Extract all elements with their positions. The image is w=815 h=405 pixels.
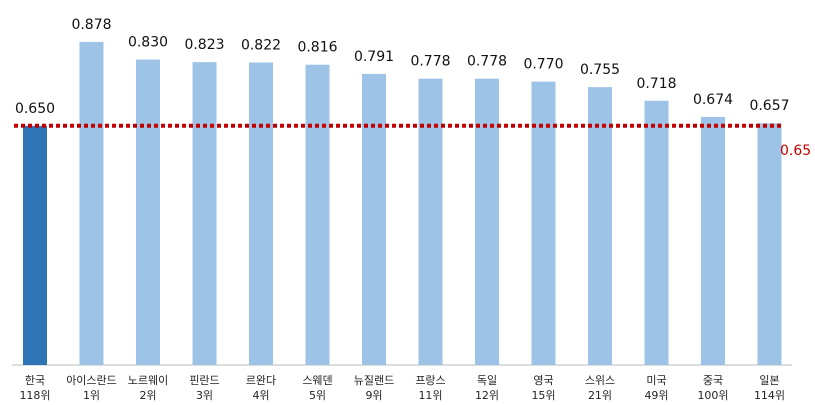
x-tick-label: 4위 — [252, 389, 269, 402]
value-label: 0.674 — [693, 92, 733, 108]
bar — [588, 87, 612, 365]
value-label: 0.755 — [580, 62, 620, 78]
x-tick-label: 2위 — [139, 389, 156, 402]
x-tick-label: 한국 — [25, 374, 45, 387]
value-label: 0.816 — [297, 40, 337, 56]
bar — [362, 73, 386, 366]
x-tick-label: 9위 — [365, 389, 382, 402]
bar — [644, 100, 669, 365]
x-tick-label: 중국 — [703, 374, 723, 387]
x-tick-label: 12위 — [475, 389, 499, 402]
x-tick-label: 21위 — [588, 389, 612, 402]
x-tick-label: 독일 — [477, 373, 497, 387]
x-tick-label: 15위 — [531, 389, 555, 402]
x-tick-label: 일본 — [759, 373, 779, 387]
bar — [136, 59, 160, 366]
bar — [305, 64, 330, 365]
bar — [418, 78, 443, 366]
x-tick-label: 노르웨이 — [128, 374, 168, 387]
x-tick-label: 11위 — [418, 389, 442, 402]
x-tick-label: 5위 — [309, 389, 326, 402]
x-tick-label: 스위스 — [585, 374, 615, 387]
value-label: 0.778 — [467, 54, 507, 70]
value-label: 0.770 — [523, 57, 563, 73]
bar — [475, 78, 499, 366]
x-tick-label: 118위 — [19, 389, 50, 402]
x-tick-label: 아이스란드 — [66, 374, 117, 387]
x-tick-label: 100위 — [697, 389, 728, 402]
bar — [531, 81, 556, 365]
x-tick-label: 미국 — [646, 374, 666, 387]
x-tick-label: 영국 — [533, 374, 553, 387]
reference-label: 0.65 — [780, 143, 811, 159]
x-tick-label: 프랑스 — [415, 374, 445, 387]
value-label: 0.878 — [71, 17, 111, 33]
bar — [192, 62, 217, 366]
bar — [249, 62, 273, 366]
value-label: 0.718 — [636, 76, 676, 92]
bar — [79, 41, 104, 366]
x-tick-label: 49위 — [644, 389, 668, 402]
bar — [757, 123, 782, 365]
value-label: 0.657 — [749, 98, 789, 114]
value-label: 0.778 — [410, 54, 450, 70]
x-tick-label: 1위 — [83, 389, 100, 402]
value-label: 0.822 — [241, 38, 281, 54]
value-label: 0.791 — [354, 49, 394, 65]
bar — [701, 116, 725, 365]
x-tick-label: 3위 — [196, 389, 213, 402]
bar — [23, 125, 47, 365]
value-label: 0.823 — [184, 37, 224, 53]
x-tick-label: 스웨덴 — [302, 374, 332, 387]
x-tick-label: 뉴질랜드 — [354, 374, 394, 387]
value-label: 0.830 — [128, 35, 168, 51]
value-label: 0.650 — [15, 101, 55, 117]
x-tick-label: 핀란드 — [189, 374, 219, 387]
x-tick-label: 114위 — [754, 389, 785, 402]
x-tick-label: 르완다 — [246, 374, 276, 387]
